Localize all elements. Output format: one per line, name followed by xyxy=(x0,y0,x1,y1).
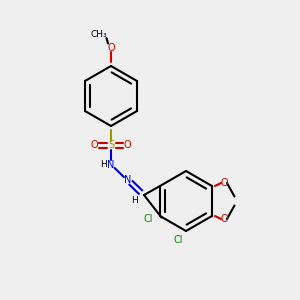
Text: O: O xyxy=(91,140,98,151)
Text: N: N xyxy=(107,160,115,170)
Text: N: N xyxy=(124,175,131,185)
Text: O: O xyxy=(124,140,131,151)
Text: H: H xyxy=(132,196,138,206)
Text: CH₃: CH₃ xyxy=(91,30,107,39)
Text: O: O xyxy=(220,178,228,188)
Text: O: O xyxy=(107,43,115,53)
Text: S: S xyxy=(108,140,114,151)
Text: Cl: Cl xyxy=(174,235,183,245)
Text: O: O xyxy=(220,214,228,224)
Text: Cl: Cl xyxy=(143,214,153,224)
Text: H: H xyxy=(100,160,107,169)
